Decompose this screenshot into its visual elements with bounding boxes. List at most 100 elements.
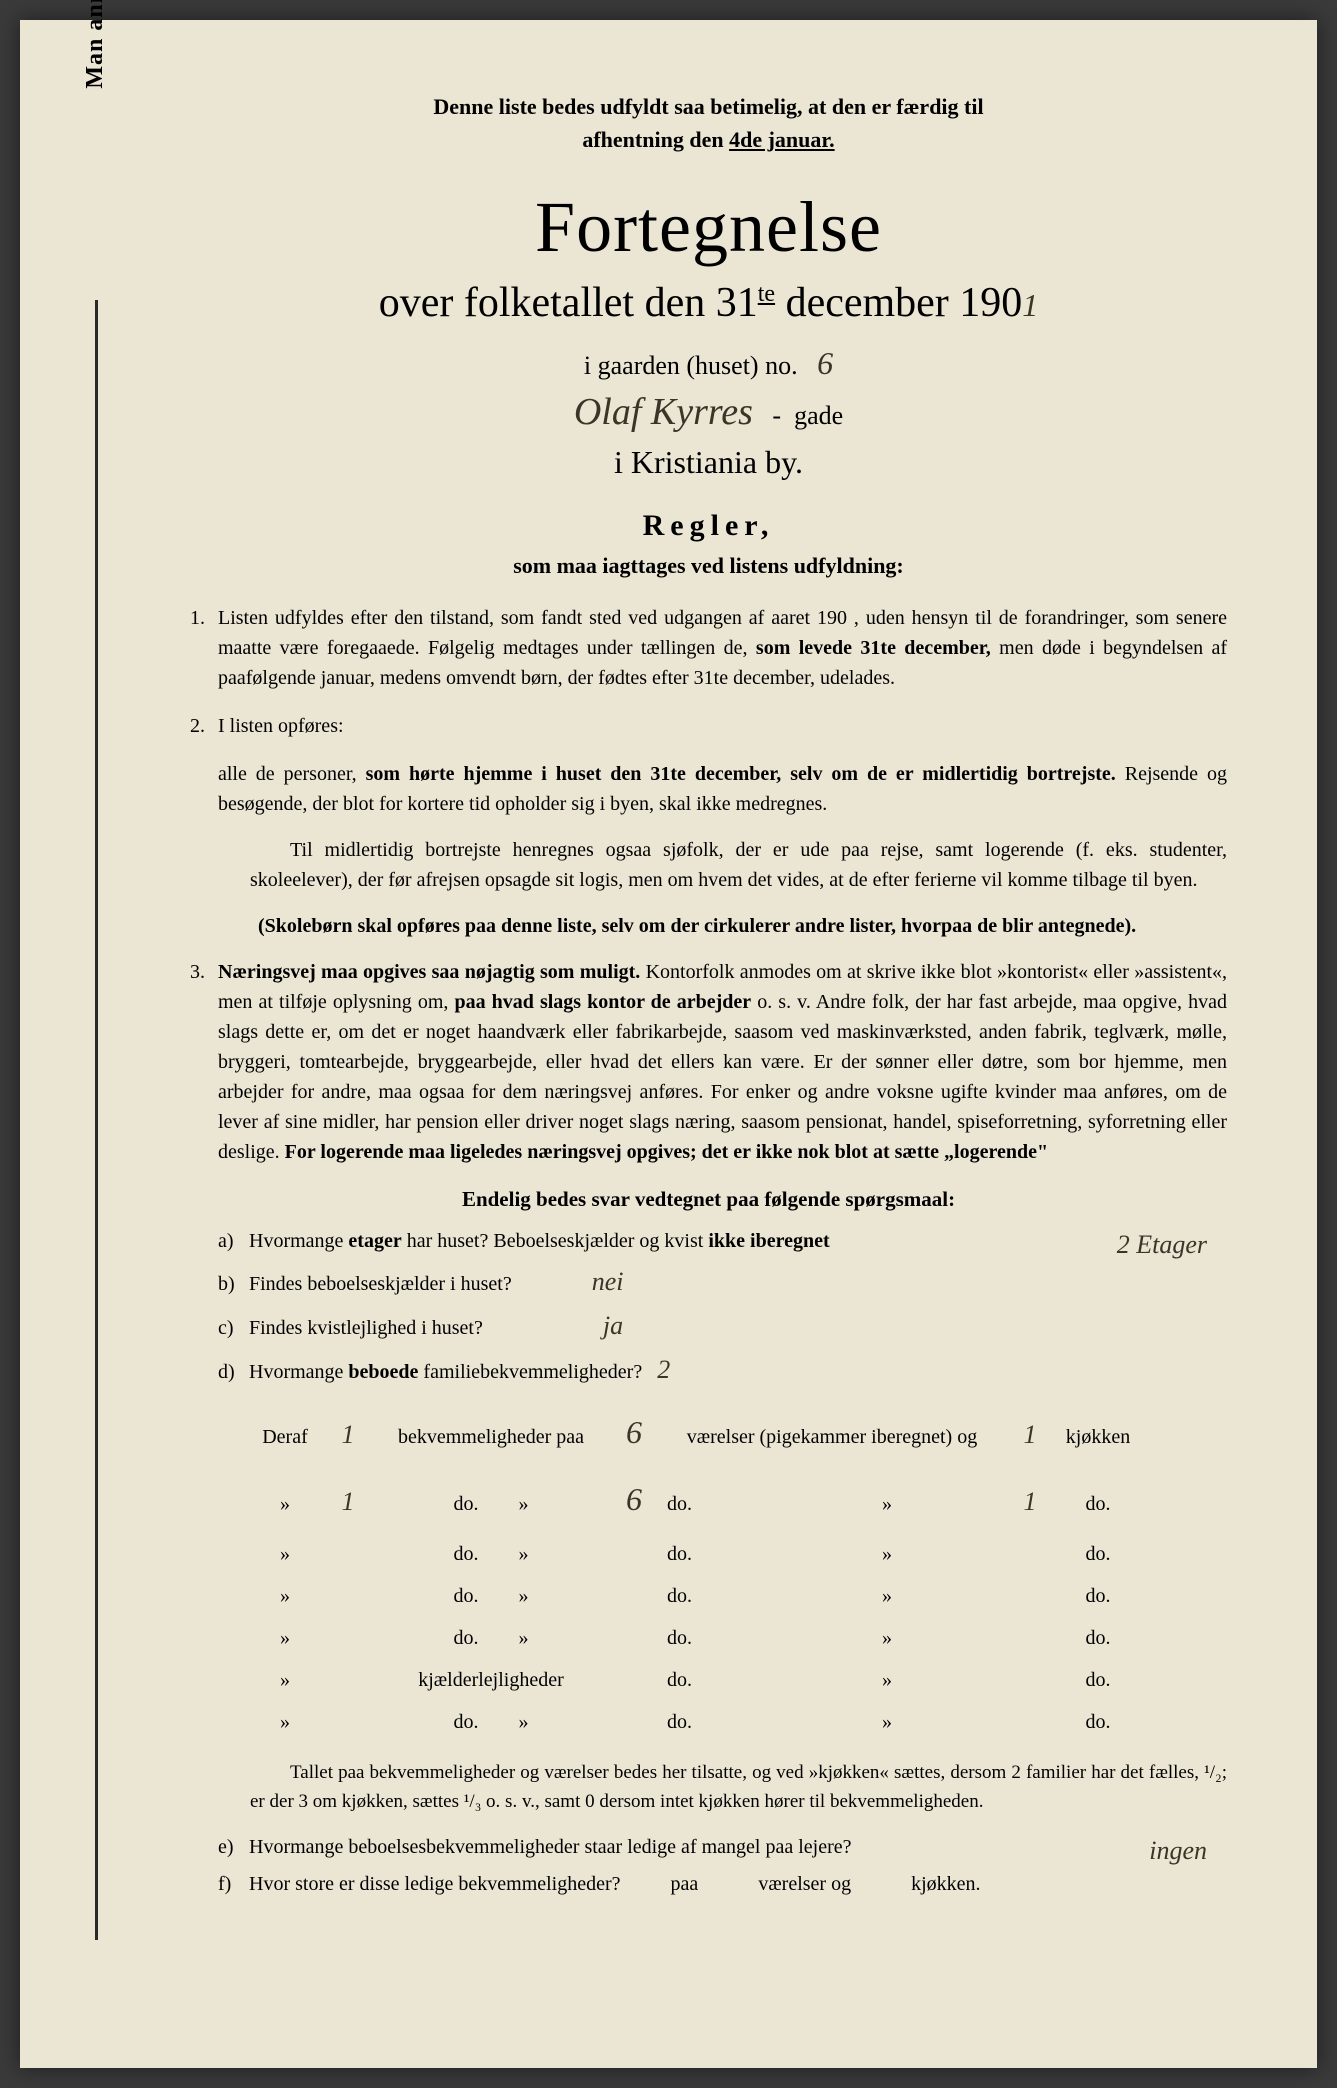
do-r7-1: do. » (376, 1701, 606, 1743)
sidebar-instruction: Man anmodes om at gjennemlæse og nøje at… (82, 0, 109, 310)
notice-line1: Denne liste bedes udfyldt saa betimelig,… (433, 94, 983, 119)
rule-3-e: For logerende maa ligeledes næringsvej o… (285, 1141, 1048, 1163)
qa-text: Hvormange (249, 1230, 348, 1252)
qf-label: f) (218, 1873, 244, 1896)
rule-2-intro: 2. I listen opføres: (190, 711, 1227, 741)
table-row-3: » do. » do. » do. (250, 1533, 1227, 1575)
kjok-label: kjøkken (1058, 1416, 1138, 1458)
do-r4-2: do. » (662, 1575, 1002, 1617)
qd-bold: beboede (348, 1361, 418, 1383)
qe-text: Hvormange beboelsesbekvemmeligheder staa… (249, 1836, 852, 1858)
house-prefix: i gaarden (huset) no. (584, 351, 798, 380)
rule-1-bold: som levede 31te december, (756, 637, 991, 659)
do-r3-2: do. » (662, 1533, 1002, 1575)
r1-c: 1 (1010, 1408, 1050, 1463)
do-r5-2: do. » (662, 1617, 1002, 1659)
qf-text: Hvor store er disse ledige bekvemmelighe… (249, 1873, 621, 1895)
sidebar-rule (95, 300, 98, 1940)
qa-bold2: ikke iberegnet (708, 1230, 829, 1252)
qb-text: Findes beboelseskjælder i huset? (249, 1273, 512, 1295)
bek-label: bekvemmeligheder paa (376, 1416, 606, 1458)
rule-2-p3-text: (Skolebørn skal opføres paa denne liste,… (258, 915, 1136, 937)
question-c: c) Findes kvistlejlighed i huset? ja (190, 1311, 1227, 1341)
qc-answer: ja (603, 1311, 623, 1340)
rules-subtitle: som maa iagttages ved listens udfyldning… (190, 553, 1227, 579)
question-a: a) Hvormange etager har huset? Beboelses… (190, 1230, 1227, 1253)
kjld-label: kjælderlejligheder (376, 1659, 606, 1701)
year-handwritten: 1 (1022, 287, 1038, 323)
qd-text: Hvormange (249, 1361, 348, 1383)
table-row-2: » 1 do. » 6 do. » 1 do. (250, 1466, 1227, 1533)
rule-2-p1: alle de personer, som hørte hjemme i hus… (190, 759, 1227, 819)
qb-answer: nei (592, 1267, 624, 1296)
r2-b: 6 (614, 1466, 654, 1533)
do-3: do. (1058, 1483, 1138, 1525)
do-r6-3: do. (1058, 1659, 1138, 1701)
deraf-label: Deraf (250, 1416, 320, 1458)
rule-3-d: o. s. v. Andre folk, der har fast arbejd… (218, 991, 1227, 1163)
do-r7-2: do. » (662, 1701, 1002, 1743)
qd-end: familiebekvemmeligheder? (418, 1361, 642, 1383)
r1-a: 1 (328, 1408, 368, 1463)
rule-1-num: 1. (190, 603, 205, 633)
table-row-5: » do. » do. » do. (250, 1617, 1227, 1659)
do-r3-3: do. (1058, 1533, 1138, 1575)
subtitle-mid: december 190 (775, 280, 1022, 326)
do-2: do. » (662, 1483, 1002, 1525)
question-e: e) Hvormange beboelsesbekvemmeligheder s… (190, 1836, 1227, 1859)
do-r3-1: do. » (376, 1533, 606, 1575)
street-suffix: gade (794, 401, 843, 430)
qf-kjok: kjøkken. (911, 1873, 980, 1895)
notice-date: 4de januar. (729, 127, 835, 152)
qa-end: har huset? Beboelseskjælder og kvist (402, 1230, 709, 1252)
house-number: 6 (817, 345, 833, 381)
qf-vaer: værelser og (758, 1873, 851, 1895)
qd-label: d) (218, 1361, 244, 1384)
main-title: Fortegnelse (190, 186, 1227, 269)
table-row-4: » do. » do. » do. (250, 1575, 1227, 1617)
qd-answer: 2 (657, 1355, 670, 1384)
rule-3: 3. Næringsvej maa opgives saa nøjagtig s… (190, 957, 1227, 1167)
table-row-7: » do. » do. » do. (250, 1701, 1227, 1743)
qa-answer: 2 Etager (1117, 1230, 1207, 1260)
do-1: do. » (376, 1483, 606, 1525)
qa-label: a) (218, 1230, 244, 1253)
top-notice: Denne liste bedes udfyldt saa betimelig,… (230, 90, 1187, 156)
qc-label: c) (218, 1317, 244, 1340)
rule-2-p1b: som hørte hjemme i huset den 31te decemb… (366, 763, 1116, 785)
rule-3-a: Næringsvej maa opgives saa nøjagtig som … (218, 961, 640, 983)
do-r4-1: do. » (376, 1575, 606, 1617)
do-r6-2: do. » (662, 1659, 1002, 1701)
rule-2-intro-text: I listen opføres: (218, 715, 344, 737)
table-row-6: » kjælderlejligheder do. » do. (250, 1659, 1227, 1701)
subtitle-sup: te (758, 281, 775, 307)
qe-label: e) (218, 1836, 244, 1859)
do-r7-3: do. (1058, 1701, 1138, 1743)
rule-2-p1a: alle de personer, (218, 763, 366, 785)
rule-2-p2: Til midlertidig bortrejste henregnes ogs… (190, 835, 1227, 895)
question-d: d) Hvormange beboede familiebekvemmeligh… (190, 1355, 1227, 1385)
final-questions-heading: Endelig bedes svar vedtegnet paa følgend… (190, 1187, 1227, 1212)
street-name: Olaf Kyrres (574, 391, 753, 433)
street-line: Olaf Kyrres - gade (190, 390, 1227, 434)
notice-line2: afhentning den (582, 127, 729, 152)
house-line: i gaarden (huset) no. 6 (190, 345, 1227, 382)
do-r5-3: do. (1058, 1617, 1138, 1659)
r2-c: 1 (1010, 1475, 1050, 1530)
rule-3-c: paa hvad slags kontor de arbejder (454, 991, 751, 1013)
r1-b: 6 (614, 1399, 654, 1466)
rule-1: 1. Listen udfyldes efter den tilstand, s… (190, 603, 1227, 693)
footnote: Tallet paa bekvemmeligheder og værelser … (190, 1759, 1227, 1816)
subtitle-prefix: over folketallet den 31 (379, 280, 758, 326)
r2-a: 1 (328, 1475, 368, 1530)
do-r4-3: do. (1058, 1575, 1138, 1617)
qb-label: b) (218, 1273, 244, 1296)
city-line: i Kristiania by. (190, 444, 1227, 481)
rule-2-num: 2. (190, 711, 205, 741)
rule-3-num: 3. (190, 957, 205, 987)
do-r5-1: do. » (376, 1617, 606, 1659)
question-b: b) Findes beboelseskjælder i huset? nei (190, 1267, 1227, 1297)
qe-answer: ingen (1149, 1836, 1207, 1866)
subtitle: over folketallet den 31te december 1901 (190, 279, 1227, 327)
rules-title: Regler, (190, 509, 1227, 543)
